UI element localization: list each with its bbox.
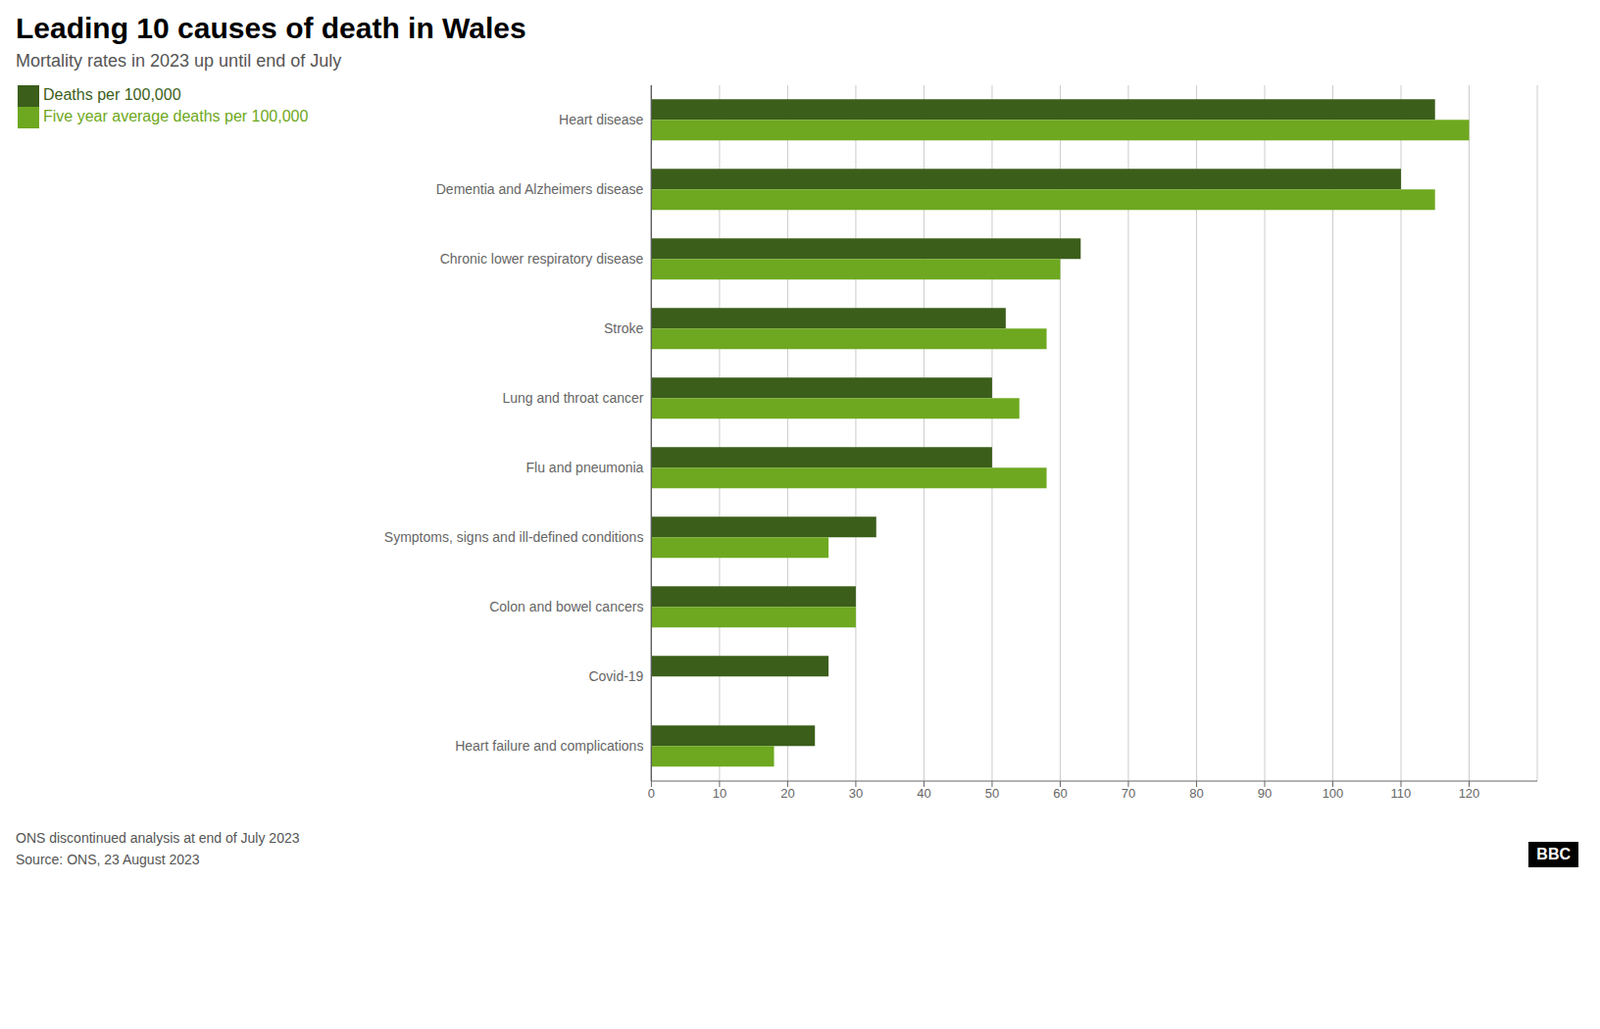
html-text:BBC: BBC (1536, 846, 1571, 863)
svg-text:40: 40 (916, 786, 931, 801)
svg-text:Symptoms, signs and ill-define: Symptoms, signs and ill-defined conditio… (384, 529, 645, 546)
html-text:Five year average deaths per 1: Five year average deaths per 100,000 (43, 108, 309, 125)
svg-text:70: 70 (1121, 786, 1136, 801)
svg-text:60: 60 (1052, 786, 1067, 801)
svg-text:110: 110 (1391, 786, 1412, 801)
svg-text:Flu and pneumonia: Flu and pneumonia (526, 459, 645, 476)
svg-text:0: 0 (648, 786, 655, 801)
html-text:ONS discontinued analysis at e: ONS discontinued analysis at end of July… (15, 830, 300, 847)
svg-text:Heart failure and complication: Heart failure and complications (454, 738, 644, 754)
html-text:Mortality rates in 2023 up unt: Mortality rates in 2023 up until end of … (15, 50, 342, 71)
svg-text:100: 100 (1322, 786, 1345, 801)
svg-text:Chronic lower respiratory dise: Chronic lower respiratory disease (440, 250, 645, 267)
svg-text:Colon and bowel cancers: Colon and bowel cancers (489, 599, 644, 615)
html-text:Deaths per 100,000: Deaths per 100,000 (43, 86, 181, 104)
svg-text:Dementia and Alzheimers diseas: Dementia and Alzheimers disease (436, 181, 645, 198)
svg-text:Stroke: Stroke (603, 320, 645, 337)
html-text:Leading 10 causes of death in: Leading 10 causes of death in Wales (15, 11, 527, 45)
svg-text:50: 50 (985, 786, 1000, 801)
svg-text:80: 80 (1189, 786, 1203, 801)
svg-text:10: 10 (712, 786, 727, 801)
svg-text:120: 120 (1458, 786, 1481, 801)
svg-text:Lung and throat cancer: Lung and throat cancer (501, 390, 644, 406)
svg-text:20: 20 (780, 786, 795, 801)
svg-text:Heart disease: Heart disease (558, 111, 645, 128)
svg-text:Covid-19: Covid-19 (588, 668, 644, 685)
svg-text:30: 30 (849, 786, 863, 801)
html-text:Source: ONS, 23 August 2023: Source: ONS, 23 August 2023 (15, 851, 200, 868)
svg-text:90: 90 (1257, 786, 1272, 801)
